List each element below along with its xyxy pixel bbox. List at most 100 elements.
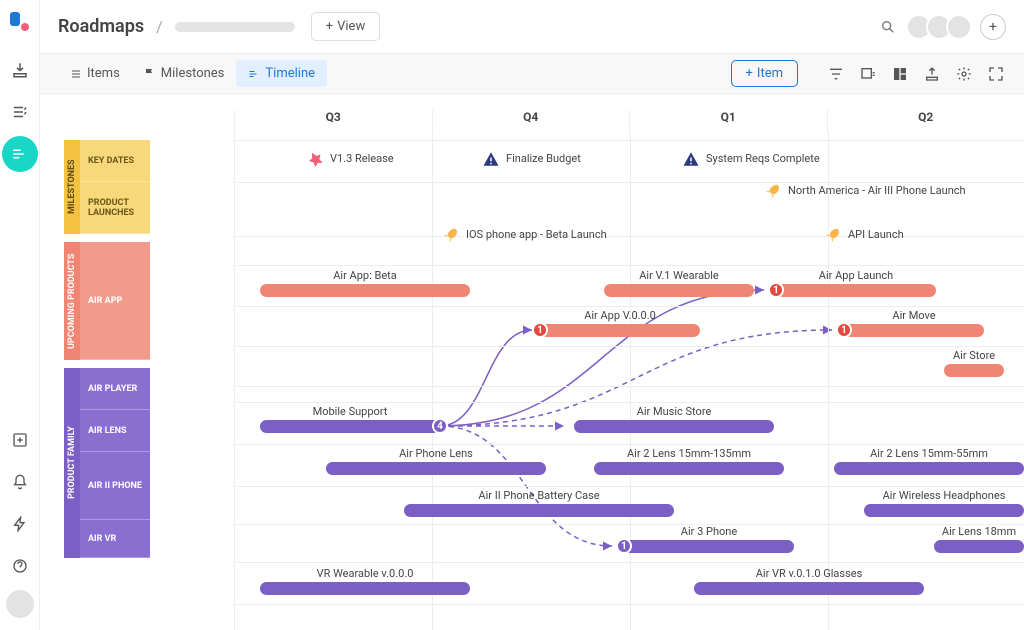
timeline-bar[interactable]: [776, 284, 936, 297]
grid-vline: [234, 134, 235, 630]
nav-inbox-icon[interactable]: [2, 52, 38, 88]
timeline-bar-label: Air V.1 Wearable: [639, 269, 719, 282]
grid-hline: [234, 524, 1024, 525]
timeline-header: Q3Q4Q1Q2: [234, 110, 1024, 134]
nav-add-panel-icon[interactable]: [2, 422, 38, 458]
milestone-label: System Reqs Complete: [706, 152, 820, 165]
settings-icon[interactable]: [954, 64, 974, 84]
timeline-bar[interactable]: [944, 364, 1004, 377]
grid-hline: [234, 386, 1024, 387]
filter-icon[interactable]: [826, 64, 846, 84]
dependency-badge[interactable]: 1: [532, 322, 548, 338]
category-row[interactable]: KEY DATES: [80, 140, 150, 182]
timeline-bar[interactable]: [844, 324, 984, 337]
timeline-bar[interactable]: [326, 462, 546, 475]
tab-milestones[interactable]: Milestones: [132, 60, 237, 87]
quarter-header: Q3: [234, 110, 432, 134]
grid-vline: [630, 134, 631, 630]
timeline-bar[interactable]: [260, 420, 440, 433]
category-row[interactable]: AIR PLAYER: [80, 368, 150, 410]
timeline-bar[interactable]: [624, 540, 794, 553]
milestone-label: API Launch: [848, 228, 904, 241]
milestone-rocket-icon[interactable]: [764, 182, 782, 204]
layout-icon[interactable]: [890, 64, 910, 84]
tab-timeline[interactable]: Timeline: [236, 60, 327, 87]
milestone-label: V1.3 Release: [330, 152, 394, 165]
timeline-bar[interactable]: [694, 582, 924, 595]
category-row[interactable]: PRODUCT LAUNCHES: [80, 182, 150, 234]
timeline-bar-label: Air Music Store: [637, 405, 712, 418]
timeline-bar[interactable]: [574, 420, 774, 433]
timeline-bar-label: Air 3 Phone: [681, 525, 737, 538]
nav-roadmap-icon[interactable]: [2, 136, 38, 172]
dependency-badge[interactable]: 4: [432, 418, 448, 434]
timeline-bar[interactable]: [540, 324, 700, 337]
breadcrumb-placeholder: [175, 22, 295, 32]
add-collaborator-button[interactable]: +: [980, 14, 1006, 40]
timeline-bar-label: Air App V.0.0.0: [584, 309, 656, 322]
nav-bolt-icon[interactable]: [2, 506, 38, 542]
grid-hline: [234, 486, 1024, 487]
timeline-bar[interactable]: [404, 504, 674, 517]
milestone-label: North America - Air III Phone Launch: [788, 184, 966, 197]
timeline-bar-label: VR Wearable v.0.0.0: [317, 567, 414, 580]
grid-hline: [234, 562, 1024, 563]
dependency-badge[interactable]: 1: [616, 538, 632, 554]
nav-bell-icon[interactable]: [2, 464, 38, 500]
milestone-rocket-icon[interactable]: [442, 226, 460, 248]
timeline-bar[interactable]: [934, 540, 1024, 553]
category-group: UPCOMING PRODUCTSAIR APP: [64, 242, 150, 360]
quarter-header: Q1: [629, 110, 827, 134]
category-group-label: PRODUCT FAMILY: [64, 368, 80, 558]
milestone-triangle-icon[interactable]: [482, 150, 500, 172]
grid-hline: [234, 604, 1024, 605]
grid-hline: [234, 236, 1024, 237]
grid-vline: [828, 134, 829, 630]
grid-hline: [234, 444, 1024, 445]
roadmap-grid: Q3Q4Q1Q2 MILESTONESKEY DATESPRODUCT LAUN…: [64, 110, 1024, 630]
nav-list-icon[interactable]: [2, 94, 38, 130]
dependency-badge[interactable]: 1: [836, 322, 852, 338]
topbar: Roadmaps / +View +: [40, 0, 1024, 54]
collaborator-avatars[interactable]: [912, 14, 972, 40]
page-title: Roadmaps: [58, 16, 144, 37]
fullscreen-icon[interactable]: [986, 64, 1006, 84]
export-icon[interactable]: [922, 64, 942, 84]
grid-hline: [234, 306, 1024, 307]
timeline-bar-label: Mobile Support: [313, 405, 388, 418]
category-row[interactable]: AIR VR: [80, 520, 150, 558]
nav-help-icon[interactable]: [2, 548, 38, 584]
view-toolbar: Items Milestones Timeline +Item: [40, 54, 1024, 94]
timeline-bar[interactable]: [604, 284, 754, 297]
category-row[interactable]: AIR II PHONE: [80, 452, 150, 520]
timeline-bar[interactable]: [260, 284, 470, 297]
search-icon[interactable]: [878, 17, 898, 37]
timeline-bar[interactable]: [864, 504, 1024, 517]
user-avatar[interactable]: [6, 590, 34, 618]
dependency-badge[interactable]: 1: [768, 282, 784, 298]
milestone-triangle-icon[interactable]: [682, 150, 700, 172]
timeline-bar-label: Air Move: [892, 309, 935, 322]
category-group-label: MILESTONES: [64, 140, 80, 234]
category-row[interactable]: AIR LENS: [80, 410, 150, 452]
add-view-button[interactable]: +View: [311, 12, 381, 41]
milestone-rocket-icon[interactable]: [824, 226, 842, 248]
category-row[interactable]: AIR APP: [80, 242, 150, 360]
milestone-label: Finalize Budget: [506, 152, 581, 165]
quarter-header: Q2: [827, 110, 1024, 134]
timeline-bar-label: Air Wireless Headphones: [883, 489, 1006, 502]
timeline-bar[interactable]: [594, 462, 784, 475]
tab-items[interactable]: Items: [58, 60, 132, 87]
add-item-button[interactable]: +Item: [731, 60, 798, 87]
milestone-pin-icon[interactable]: [306, 150, 326, 174]
timeline-bar-label: Air 2 Lens 15mm-55mm: [870, 447, 988, 460]
breadcrumb-sep: /: [156, 17, 163, 36]
timeline-bar[interactable]: [260, 582, 470, 595]
timeline-bar-label: Air App Launch: [819, 269, 893, 282]
grid-hline: [234, 140, 1024, 141]
grid-hline: [234, 265, 1024, 266]
quarter-header: Q4: [432, 110, 630, 134]
timeline-bar[interactable]: [834, 462, 1024, 475]
fields-icon[interactable]: [858, 64, 878, 84]
timeline-bar-label: Air App: Beta: [333, 269, 397, 282]
